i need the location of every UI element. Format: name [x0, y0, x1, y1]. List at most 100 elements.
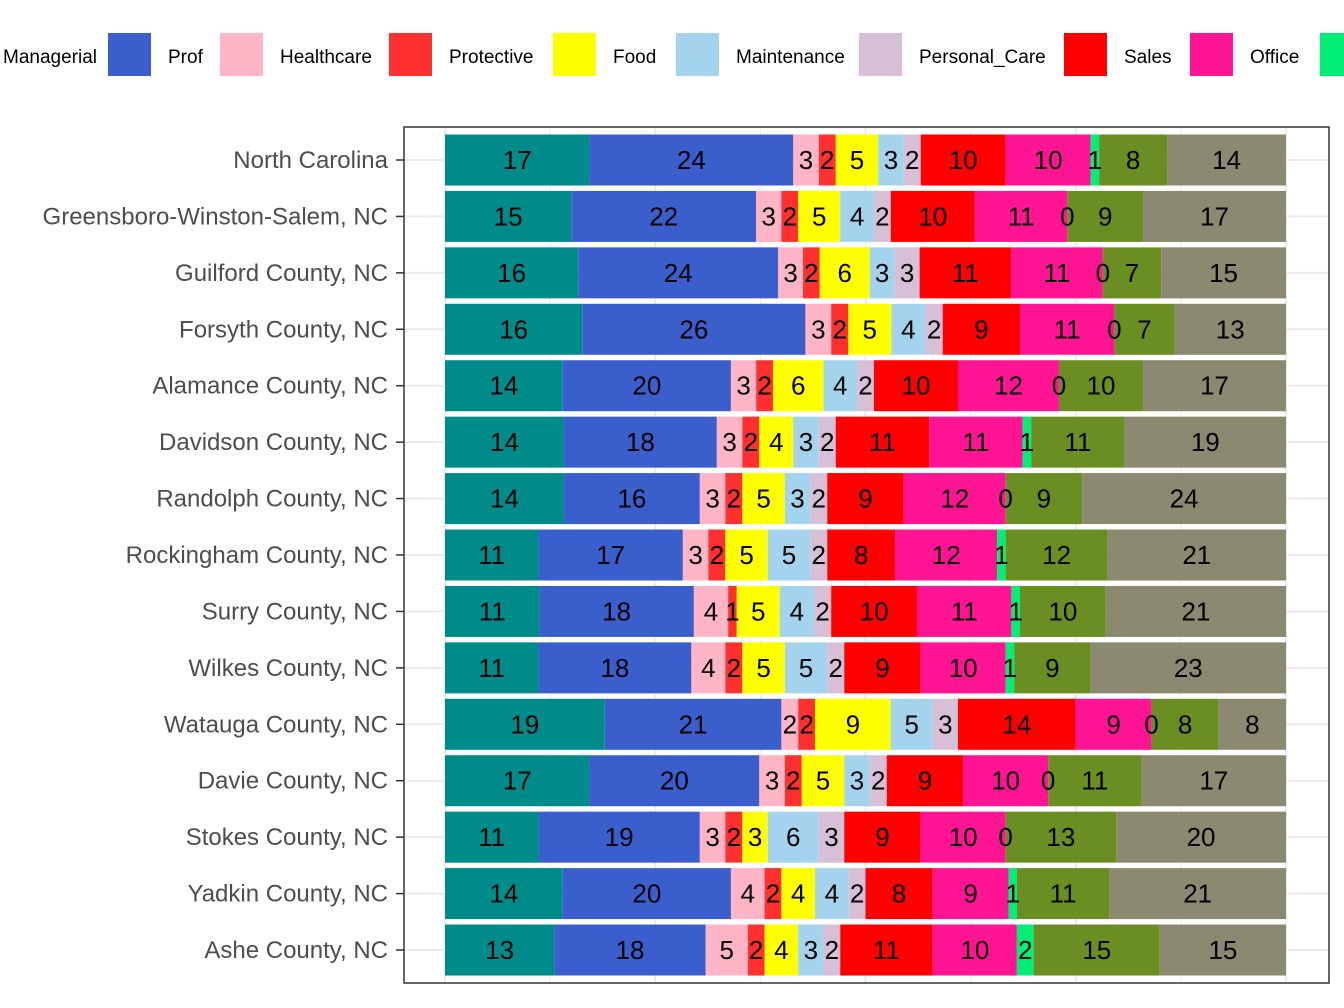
y-tick-label: Davie County, NC — [198, 768, 388, 795]
data-label: 0 — [998, 484, 1012, 514]
legend: Managerial Prof Healthcare Protective Food Ma… — [3, 33, 1344, 76]
data-label: 3 — [748, 822, 762, 852]
data-label: 5 — [863, 314, 877, 344]
data-label: 16 — [617, 484, 646, 514]
data-label: 4 — [769, 427, 783, 457]
data-label: 10 — [949, 822, 978, 852]
data-label: 21 — [679, 709, 708, 739]
bar-segment — [818, 416, 836, 468]
bar-segment — [1031, 416, 1125, 468]
bars — [445, 134, 1286, 976]
data-label: 3 — [722, 427, 736, 457]
bar-segment — [1058, 360, 1144, 412]
bar-segment — [798, 190, 841, 242]
data-label: 2 — [871, 766, 885, 796]
data-label: 2 — [757, 371, 771, 401]
data-label: 0 — [1096, 258, 1110, 288]
bar-segment — [810, 529, 828, 581]
data-label: 18 — [602, 596, 631, 626]
data-label: 7 — [1125, 258, 1139, 288]
bar-segment — [1016, 868, 1110, 920]
bar-segment — [805, 303, 832, 355]
data-label: 2 — [820, 427, 834, 457]
bar-segment — [919, 247, 1012, 299]
data-label: 3 — [799, 145, 813, 175]
bar-segment — [818, 811, 845, 863]
bar-segment — [886, 755, 964, 807]
bar-segment — [582, 303, 806, 355]
bar-segment — [815, 868, 849, 920]
bar-segment — [798, 924, 824, 976]
bar-segment — [725, 811, 743, 863]
bar-segment — [445, 868, 563, 920]
bar-segment — [1019, 585, 1106, 637]
bar-segment — [725, 473, 743, 525]
data-label: 9 — [875, 822, 889, 852]
data-label: 2 — [783, 201, 797, 231]
bar-segment — [932, 924, 1017, 976]
data-label: 3 — [804, 935, 818, 965]
legend-label: Sales — [1124, 47, 1172, 68]
data-label: 24 — [677, 145, 706, 175]
data-label: 11 — [1081, 766, 1108, 796]
data-label: 2 — [825, 935, 839, 965]
data-label: 5 — [720, 935, 734, 965]
data-label: 17 — [596, 540, 625, 570]
data-label: 2 — [858, 371, 872, 401]
data-label: 4 — [704, 596, 718, 626]
data-label: 11 — [478, 822, 505, 852]
bar-segment — [759, 416, 794, 468]
y-tick-label: Surry County, NC — [202, 598, 388, 625]
bar-segment — [756, 360, 773, 412]
data-label: 9 — [1037, 484, 1051, 514]
data-label: 4 — [774, 935, 788, 965]
bar-segment — [730, 868, 765, 920]
bar-segment — [818, 134, 836, 186]
data-label: 1 — [1005, 879, 1019, 909]
bar-segment — [445, 698, 605, 750]
data-label: 2 — [727, 484, 741, 514]
data-label: 16 — [497, 258, 526, 288]
data-label: 3 — [850, 766, 864, 796]
data-label: 9 — [1045, 653, 1059, 683]
data-label: 1 — [994, 540, 1008, 570]
bar-segment — [920, 134, 1006, 186]
legend-key — [389, 33, 432, 76]
bar-segment — [890, 190, 975, 242]
y-tick-label: Davidson County, NC — [159, 429, 388, 456]
bar-segment — [916, 585, 1012, 637]
bar-segment — [445, 247, 579, 299]
data-label: 17 — [503, 766, 532, 796]
bar-segment — [445, 134, 590, 186]
bar-segment — [1008, 868, 1017, 920]
data-label: 4 — [791, 879, 805, 909]
data-label: 11 — [478, 653, 505, 683]
data-label: 11 — [1044, 258, 1071, 288]
bar-segment — [784, 755, 802, 807]
data-label: 3 — [875, 258, 889, 288]
bar-segment — [865, 868, 933, 920]
bar-segment — [604, 698, 782, 750]
bar-segment — [759, 755, 785, 807]
bar-segment — [589, 134, 794, 186]
bar-segment — [932, 868, 1009, 920]
bar-segment — [1075, 698, 1152, 750]
bar-segment — [691, 642, 726, 694]
y-tick-label: Guilford County, NC — [175, 260, 388, 287]
data-label: 10 — [860, 596, 889, 626]
data-label: 4 — [825, 879, 839, 909]
bar-segment — [1167, 134, 1286, 186]
y-tick-label: Alamance County, NC — [152, 373, 388, 400]
bar-segment — [1048, 755, 1142, 807]
data-label: 6 — [786, 822, 800, 852]
data-label: 11 — [952, 258, 979, 288]
data-label: 0 — [1041, 766, 1055, 796]
data-label: 3 — [938, 709, 952, 739]
bar-segment — [445, 416, 564, 468]
data-label: 2 — [812, 484, 826, 514]
bar-segment — [772, 360, 824, 412]
bar-segment — [705, 924, 748, 976]
bar-segment — [445, 585, 540, 637]
bar-segment — [840, 190, 874, 242]
